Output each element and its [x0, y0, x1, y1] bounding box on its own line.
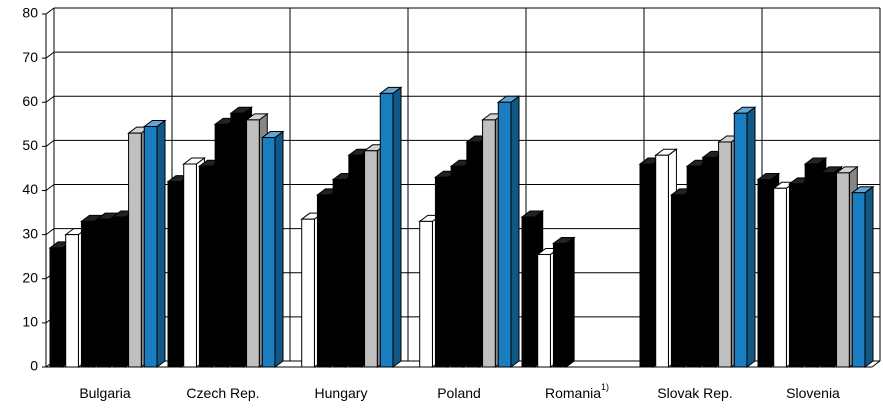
bar	[128, 132, 142, 368]
bar	[537, 253, 551, 368]
bar	[332, 178, 347, 368]
bar	[482, 119, 496, 368]
grid-depth	[45, 51, 55, 59]
bar	[773, 187, 787, 368]
bar	[466, 141, 481, 368]
bar	[143, 126, 158, 368]
bar	[301, 218, 315, 368]
bar	[183, 163, 197, 368]
bar	[246, 119, 260, 368]
category-label: Czech Rep.	[186, 385, 259, 401]
bar	[757, 178, 772, 368]
bar	[112, 216, 127, 368]
bar	[836, 172, 850, 368]
bar	[49, 247, 64, 368]
x-tick-label: Slovenia	[786, 385, 840, 401]
y-tick-label: 20	[22, 269, 38, 285]
bar	[552, 242, 567, 368]
bar	[96, 218, 111, 368]
bar	[670, 194, 685, 368]
category-label: Slovak Rep.	[657, 385, 732, 401]
floor-edge	[871, 360, 881, 368]
y-tick-label: 70	[22, 49, 38, 65]
y-tick-label: 40	[22, 181, 38, 197]
bar-side	[392, 86, 402, 368]
bar-side	[156, 119, 166, 368]
grid-depth	[45, 7, 55, 15]
bar	[521, 216, 536, 368]
bar	[718, 141, 732, 368]
x-tick-label: Romania1)	[545, 382, 609, 400]
category-label: Bulgaria	[79, 385, 131, 401]
bar	[497, 101, 512, 368]
bar	[419, 220, 433, 368]
grid-depth	[45, 95, 55, 103]
category-label: Poland	[437, 385, 481, 401]
bar-side	[274, 130, 284, 368]
bar	[261, 137, 276, 368]
x-tick-label: Poland	[437, 385, 481, 401]
bar	[65, 234, 79, 368]
y-tick-label: 10	[22, 314, 38, 330]
bar	[198, 165, 213, 368]
bar	[450, 165, 465, 368]
category-label: Hungary	[315, 385, 368, 401]
bar	[702, 156, 717, 368]
grid-depth	[45, 139, 55, 147]
bar	[851, 192, 866, 368]
grid-depth	[45, 184, 55, 191]
y-tick-label: 30	[22, 225, 38, 241]
category-label: Romania	[545, 385, 601, 401]
bar	[788, 183, 803, 368]
x-tick-label: Slovak Rep.	[657, 385, 732, 401]
y-tick-label: 0	[30, 358, 38, 374]
bar	[364, 150, 378, 368]
x-tick-label: Hungary	[315, 385, 368, 401]
x-tick-label: Czech Rep.	[186, 385, 259, 401]
category-label: Slovenia	[786, 385, 840, 401]
bar-side	[864, 185, 874, 368]
bar	[820, 172, 835, 368]
x-tick-label: Bulgaria	[79, 385, 131, 401]
bar-side	[510, 95, 520, 368]
bar	[230, 112, 245, 368]
bar	[348, 154, 363, 368]
grid-depth	[45, 228, 55, 236]
bar	[80, 220, 95, 368]
y-tick-label: 60	[22, 93, 38, 109]
bar	[434, 176, 449, 368]
category-footnote: 1)	[601, 382, 609, 392]
y-tick-label: 50	[22, 137, 38, 153]
bar	[639, 163, 654, 368]
bar-side	[746, 106, 756, 368]
bar	[214, 123, 229, 368]
bar	[379, 92, 394, 368]
bar	[167, 181, 182, 368]
bar	[655, 154, 669, 368]
bar	[804, 163, 819, 368]
bar	[733, 112, 748, 368]
bar	[686, 165, 701, 368]
bar-side	[565, 236, 575, 368]
bar	[316, 194, 331, 368]
y-tick-label: 80	[22, 5, 38, 21]
